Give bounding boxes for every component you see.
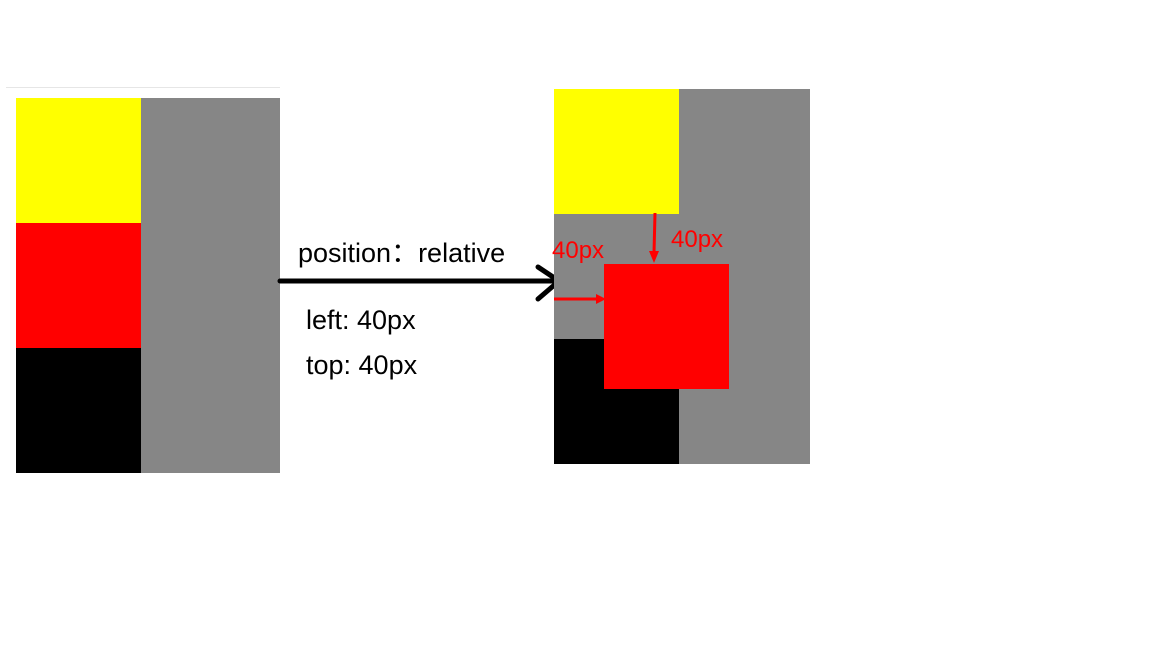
after-red-box-shifted xyxy=(604,264,729,389)
before-red-box xyxy=(16,223,141,348)
position-rule-label: position：relative xyxy=(298,238,506,268)
after-yellow-box xyxy=(554,89,679,214)
after-left-offset-annotation: 40px xyxy=(552,237,605,264)
before-figure xyxy=(16,98,280,473)
top-divider-line xyxy=(6,87,280,88)
before-black-box xyxy=(16,348,141,473)
after-figure xyxy=(554,89,810,464)
left-offset-label: left: 40px xyxy=(306,305,416,335)
top-offset-arrow xyxy=(649,212,659,263)
after-top-offset-annotation: 40px xyxy=(671,226,724,253)
before-yellow-box xyxy=(16,98,141,223)
left-offset-arrow xyxy=(554,294,606,304)
transition-arrow xyxy=(277,264,562,302)
top-offset-label: top: 40px xyxy=(306,350,418,380)
